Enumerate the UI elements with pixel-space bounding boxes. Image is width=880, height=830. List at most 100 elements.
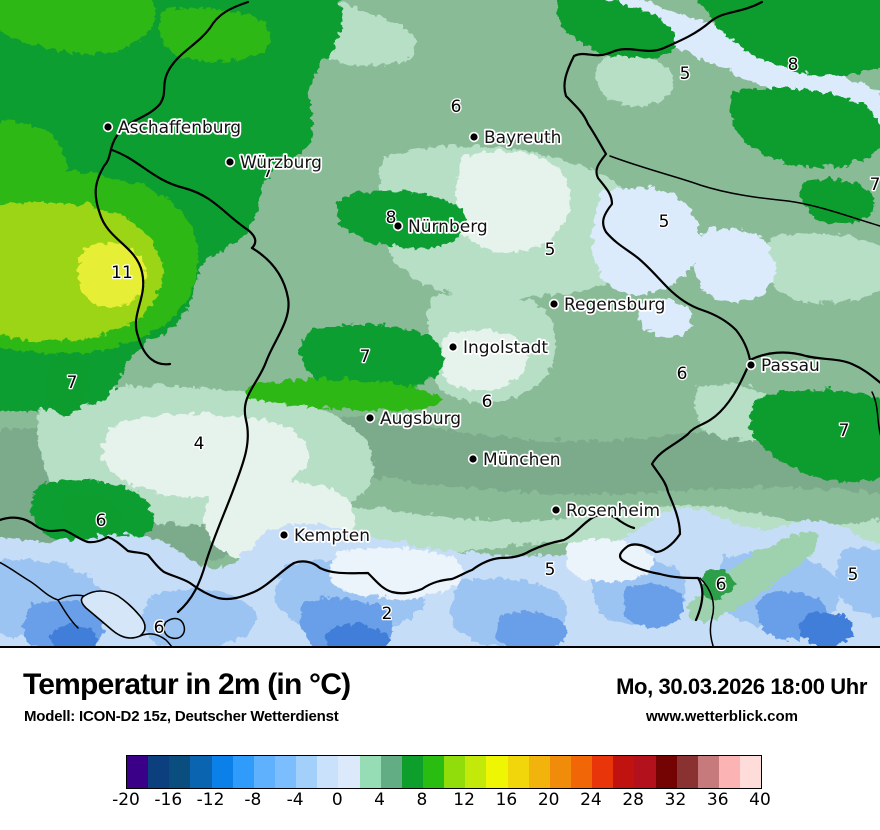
country-borders [0, 0, 880, 646]
city-dot [468, 131, 480, 143]
border-czech-inner [609, 155, 880, 227]
city-marker-mnchen: München [467, 448, 562, 472]
city-label: Nürnberg [408, 217, 488, 237]
colorbar-cell-0 [127, 756, 149, 788]
colorbar-tick-label: -12 [196, 790, 225, 810]
temperature-value-label: 7 [360, 347, 371, 367]
colorbar-cell-18 [507, 756, 529, 788]
page-title: Temperatur in 2m (in °C) [23, 668, 351, 701]
city-dot [548, 298, 560, 310]
colorbar-tick-label: 28 [622, 790, 645, 810]
temperature-value-label: 5 [545, 240, 556, 260]
city-label: München [483, 450, 561, 470]
border-northwest [94, 0, 250, 366]
colorbar-cell-10 [338, 756, 360, 788]
city-markers: Aschaffenburg Würzburg Bayreuth Nürnberg Reg… [102, 116, 822, 548]
city-marker-augsburg: Augsburg [364, 407, 463, 431]
city-dot [447, 341, 459, 353]
border-wuerzburg-branch [110, 148, 257, 250]
city-dot [102, 121, 114, 133]
colorbar-cell-16 [465, 756, 487, 788]
temperature-value-label: 5 [545, 560, 556, 580]
temperature-map: 6 5 8 7 7 8 5 5 11 7 7 4 6 6 7 6 5 2 6 6 5 Aschaffenburg Würz… [0, 0, 880, 648]
border-bw-bavaria [176, 246, 290, 614]
colorbar-cell-12 [380, 756, 402, 788]
city-marker-wrzburg: Würzburg [224, 151, 324, 175]
border-swiss-south [57, 599, 79, 629]
colorbar-tick-label: 36 [706, 790, 729, 810]
colorbar-cell-23 [613, 756, 635, 788]
colorbar-cell-14 [422, 756, 445, 788]
colorbar-cell-3 [190, 756, 212, 788]
city-marker-nrnberg: Nürnberg [392, 215, 489, 239]
colorbar-tick-label: 4 [374, 790, 386, 810]
city-label: Passau [761, 356, 820, 376]
city-marker-aschaffenburg: Aschaffenburg [102, 116, 243, 140]
colorbar-cell-17 [486, 756, 508, 788]
colorbar-cell-9 [317, 756, 339, 788]
city-marker-regensburg: Regensburg [548, 293, 667, 317]
border-liechtenstein [163, 617, 186, 640]
colorbar-cell-20 [549, 756, 571, 788]
colorbar-cell-27 [697, 756, 719, 788]
colorbar-cell-15 [444, 756, 466, 788]
city-dot [467, 453, 479, 465]
colorbar-tick-label: -8 [244, 790, 262, 810]
colorbar-cell-28 [718, 756, 741, 788]
city-dot [392, 220, 404, 232]
city-label: Aschaffenburg [118, 118, 241, 138]
colorbar-tick-label: -20 [112, 790, 140, 810]
city-label: Rosenheim [566, 501, 660, 521]
city-marker-bayreuth: Bayreuth [468, 126, 563, 150]
border-austria-west [0, 513, 636, 601]
city-label: Bayreuth [484, 128, 561, 148]
colorbar-cell-7 [274, 756, 297, 788]
colorbar-cell-21 [570, 756, 593, 788]
colorbar-tick-label: 8 [416, 790, 428, 810]
colorbar-cells [126, 755, 762, 789]
temperature-value-label: 5 [680, 64, 691, 84]
colorbar-cell-2 [169, 756, 191, 788]
colorbar-cell-26 [676, 756, 698, 788]
city-dot [278, 529, 290, 541]
colorbar-tick-label: 32 [664, 790, 687, 810]
city-dot [745, 359, 757, 371]
temperature-value-label: 8 [788, 55, 799, 75]
colorbar-cell-5 [232, 756, 254, 788]
colorbar-tick-label: 20 [537, 790, 560, 810]
forecast-datetime: Mo, 30.03.2026 18:00 Uhr [616, 674, 867, 699]
temperature-value-label: 6 [154, 618, 165, 638]
colorbar-cell-6 [253, 756, 275, 788]
city-label: Kempten [294, 526, 370, 546]
city-dot [224, 156, 236, 168]
temperature-value-label: 6 [96, 511, 107, 531]
city-marker-rosenheim: Rosenheim [550, 499, 662, 523]
border-salzburg [871, 391, 880, 437]
colorbar-cell-25 [655, 756, 677, 788]
border-czech [563, 0, 764, 362]
city-dot [550, 504, 562, 516]
temperature-value-label: 6 [482, 392, 493, 412]
border-swiss [0, 561, 85, 601]
model-info: Modell: ICON-D2 15z, Deutscher Wetterdie… [24, 708, 339, 725]
temperature-value-label: 7 [839, 421, 850, 441]
map-footer: Temperatur in 2m (in °C) Mo, 30.03.2026 … [0, 648, 880, 830]
temperature-field [0, 0, 880, 646]
colorbar-cell-13 [401, 756, 423, 788]
temperature-value-label: 5 [659, 212, 670, 232]
temperature-value-label: 6 [677, 364, 688, 384]
colorbar-tick-label: -16 [154, 790, 183, 810]
colorbar-cell-29 [740, 756, 762, 788]
colorbar-cell-11 [359, 756, 381, 788]
city-marker-passau: Passau [745, 354, 822, 378]
colorbar-tick-label: -4 [286, 790, 304, 810]
website-url: www.wetterblick.com [646, 708, 798, 725]
city-label: Augsburg [380, 409, 461, 429]
colorbar-cell-22 [592, 756, 614, 788]
temperature-value-label: 5 [848, 565, 859, 585]
colorbar-tick-label: 0 [331, 790, 343, 810]
temperature-value-label: 4 [194, 434, 205, 454]
